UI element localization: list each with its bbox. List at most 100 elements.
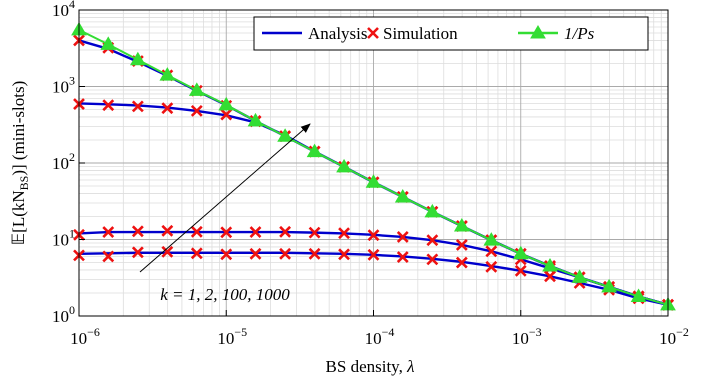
tick-exp: −5	[234, 325, 247, 339]
legend-label: Analysis	[308, 24, 368, 43]
cross-marker	[279, 225, 292, 238]
annotation-arrow	[139, 123, 311, 273]
tick-exp: −2	[676, 325, 689, 339]
cross-marker	[220, 226, 233, 239]
triangle-marker	[159, 67, 176, 81]
triangle-marker	[218, 96, 235, 111]
tick-base: 10	[217, 329, 234, 348]
cross-marker	[190, 104, 203, 117]
cross-marker	[279, 247, 292, 260]
triangle-marker	[453, 218, 470, 232]
tick-base: 10	[70, 329, 87, 348]
cross-marker	[249, 247, 262, 260]
legend-label: Simulation	[383, 24, 458, 43]
cross-marker	[220, 108, 233, 121]
tick-base: 10	[365, 329, 382, 348]
cross-marker	[220, 248, 233, 261]
triangle-marker	[601, 278, 617, 293]
tick-label: 102	[52, 150, 75, 173]
tick-base: 10	[52, 231, 69, 250]
cross-marker	[308, 247, 321, 260]
tick-exp: 2	[69, 150, 75, 164]
triangle-marker	[129, 51, 146, 66]
cross-marker	[249, 226, 262, 239]
cross-marker	[102, 226, 115, 239]
triangle-marker	[336, 158, 352, 173]
tick-exp: 3	[69, 74, 75, 88]
tick-exp: −3	[529, 325, 542, 339]
tick-exp: −4	[382, 325, 395, 339]
cross-marker	[131, 100, 144, 113]
x-axis-label: BS density, λ	[326, 357, 415, 376]
triangle-marker	[630, 288, 647, 302]
tick-base: 10	[659, 329, 676, 348]
triangle-marker	[483, 232, 500, 246]
cross-marker	[485, 245, 498, 258]
cross-marker	[102, 99, 115, 112]
triangle-marker	[394, 188, 411, 203]
triangle-marker	[365, 174, 382, 188]
cross-marker	[485, 260, 498, 273]
cross-marker	[102, 250, 115, 263]
tick-exp: 4	[69, 0, 75, 11]
triangle-marker	[571, 269, 588, 283]
y-axis-label: 𝔼[L(kNBS)] (mini-slots)	[9, 81, 31, 245]
cross-marker	[338, 248, 350, 261]
tick-base: 10	[52, 307, 69, 326]
cross-marker	[190, 247, 203, 260]
triangle-marker	[424, 203, 441, 218]
tick-label: 10−5	[217, 325, 247, 348]
cross-marker	[367, 27, 379, 39]
tick-base: 10	[512, 329, 529, 348]
cross-marker	[455, 238, 468, 251]
triangle-marker	[277, 128, 293, 142]
triangle-marker	[512, 245, 529, 260]
cross-marker	[367, 229, 380, 242]
plot-frame	[78, 9, 669, 317]
tick-label: 104	[52, 0, 75, 20]
tick-label: 10−4	[365, 325, 395, 348]
legend-label: 1/Ps	[564, 24, 595, 43]
triangle-marker	[100, 36, 117, 50]
cross-marker	[514, 264, 527, 277]
tick-label: 103	[52, 74, 75, 97]
cross-marker	[161, 102, 174, 115]
x-label-symbol: λ	[406, 357, 414, 376]
cross-marker	[426, 253, 439, 266]
tick-exp: −6	[87, 325, 100, 339]
tick-base: 10	[52, 78, 69, 97]
legend: Analysis Simulation 1/Ps	[253, 16, 649, 51]
cross-marker	[308, 226, 321, 239]
tick-exp: 0	[69, 303, 75, 317]
triangle-marker	[530, 25, 546, 39]
tick-base: 10	[52, 154, 69, 173]
cross-marker	[426, 234, 439, 247]
plot-area	[71, 21, 676, 311]
cross-marker	[396, 231, 409, 243]
cross-marker	[131, 246, 144, 259]
cross-marker	[396, 251, 409, 263]
tick-label: 10−6	[70, 325, 100, 348]
y-label-text: 𝔼[L(kN	[9, 190, 28, 245]
triangle-marker	[542, 258, 558, 272]
tick-label: 10−3	[512, 325, 542, 348]
triangle-marker	[247, 112, 264, 127]
legend-box	[253, 16, 649, 51]
cross-marker	[338, 227, 350, 240]
tick-label: 100	[52, 303, 75, 326]
y-label-text: )] (mini-slots)	[9, 81, 28, 176]
y-label-sub: BS	[17, 176, 31, 191]
tick-label: 10−2	[659, 325, 689, 348]
cross-marker	[455, 256, 468, 269]
annotation: k = 1, 2, 100, 1000	[160, 285, 290, 304]
cross-marker	[161, 245, 174, 258]
x-label-text: BS density,	[326, 357, 408, 376]
tick-exp: 1	[69, 227, 75, 241]
cross-marker	[161, 224, 174, 237]
cross-marker	[190, 225, 203, 238]
triangle-marker	[188, 82, 205, 96]
cross-marker	[131, 225, 144, 238]
cross-marker	[367, 248, 380, 261]
triangle-marker	[306, 143, 323, 158]
